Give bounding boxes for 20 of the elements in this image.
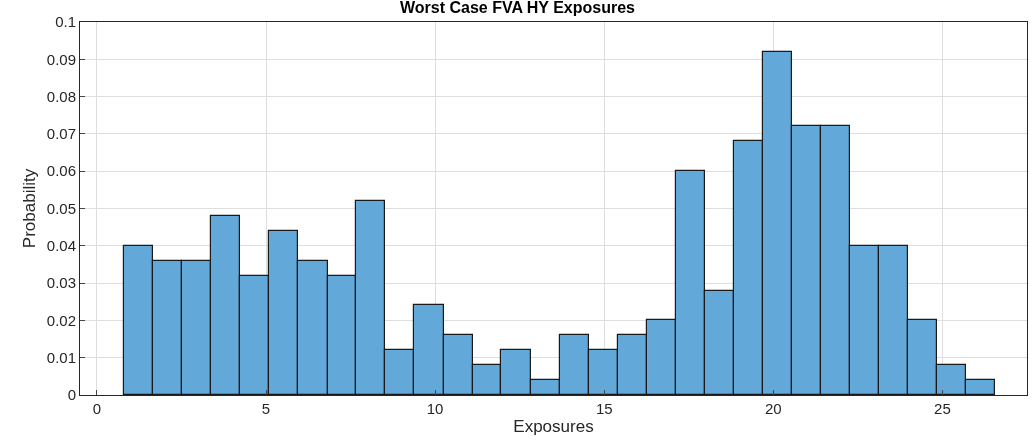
- x-axis-title: Exposures: [513, 417, 594, 437]
- x-tick-label: 25: [934, 400, 951, 417]
- y-tick-label: 0.08: [46, 87, 76, 105]
- x-tick-label: 20: [765, 400, 782, 417]
- x-tick-label: 15: [595, 400, 613, 417]
- x-tick-label: 0: [92, 400, 102, 417]
- y-tick-label: 0.07: [46, 125, 76, 143]
- y-tick-label: 0.03: [46, 274, 76, 292]
- y-tick-label: 0.01: [46, 348, 76, 366]
- y-tick-label: 0.04: [46, 237, 76, 255]
- y-tick-label: 0.1: [55, 13, 76, 31]
- y-tick-label: 0.09: [46, 50, 76, 68]
- y-axis-title: Probability: [20, 168, 40, 249]
- y-tick-label: 0: [67, 386, 76, 404]
- x-tick-label: 5: [261, 400, 271, 417]
- y-tick-label: 0.06: [46, 162, 76, 180]
- y-tick-label: 0.05: [46, 199, 76, 217]
- y-tick-label: 0.02: [46, 311, 76, 329]
- x-tick-label: 10: [426, 400, 444, 417]
- chart-title: Worst Case FVA HY Exposures: [399, 0, 636, 17]
